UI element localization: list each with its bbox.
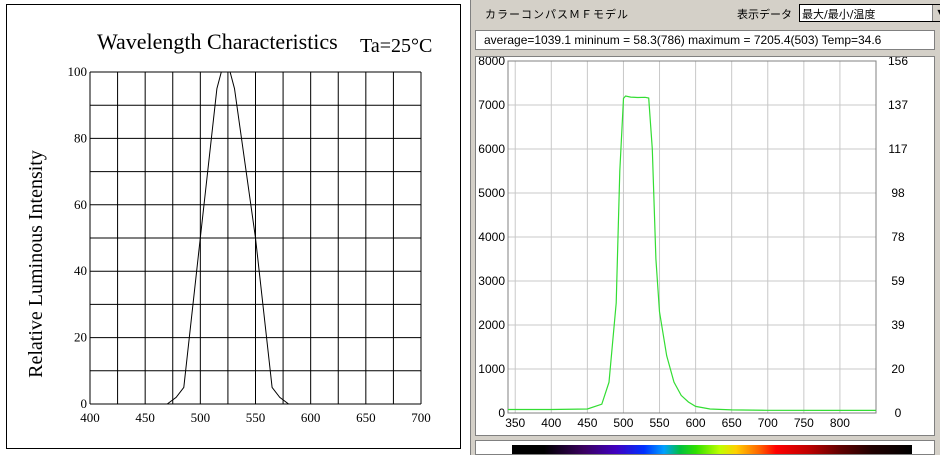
y-tick-label: 0 <box>498 406 505 420</box>
y2-tick-label: 117 <box>888 142 907 156</box>
left-grid <box>89 71 422 405</box>
model-label: カラーコンパスＭＦモデル <box>485 8 629 21</box>
y-tick-label: 6000 <box>478 142 505 156</box>
plot-border <box>507 60 877 414</box>
right-chart-svg: 350 400 450 500 550 600 650 700 750 8000100020003… <box>478 57 908 430</box>
display-data-label: 表示データ <box>737 8 792 21</box>
chart-title: Wavelength Characteristics <box>97 29 338 54</box>
y2-tick-label: 0 <box>895 406 902 420</box>
series-line <box>508 95 876 411</box>
x-tick-label: 800 <box>830 416 850 430</box>
x-tick-label: 750 <box>794 416 814 430</box>
series-line <box>166 71 289 405</box>
spectrum-gradient <box>512 445 912 454</box>
spectrum-color-strip <box>475 440 935 455</box>
y2-tick-label: 59 <box>891 274 905 288</box>
y-tick-label: 5000 <box>478 186 505 200</box>
spectrometer-window: カラーコンパスＭＦモデル 表示データ 最大/最小/温度 ▼ average=10… <box>470 0 940 455</box>
x-tick-label: 400 <box>80 410 100 425</box>
y-tick-label: 3000 <box>478 274 505 288</box>
y-tick-label: 8000 <box>478 57 505 68</box>
x-tick-label: 500 <box>613 416 633 430</box>
y2-tick-label: 98 <box>891 186 905 200</box>
y-tick-label: 40 <box>74 263 87 278</box>
x-tick-label: 600 <box>686 416 706 430</box>
right-grid <box>507 60 877 414</box>
right-series <box>508 95 876 411</box>
y2-tick-label: 78 <box>891 230 905 244</box>
toolbar: カラーコンパスＭＦモデル 表示データ 最大/最小/温度 ▼ <box>471 0 940 26</box>
x-tick-label: 500 <box>191 410 211 425</box>
x-tick-label: 650 <box>722 416 742 430</box>
left-datasheet-chart: Wavelength Characteristics Ta=25°C Relat… <box>6 4 461 449</box>
x-tick-label: 450 <box>135 410 155 425</box>
y2-tick-label: 137 <box>888 98 908 112</box>
x-tick-label: 550 <box>246 410 266 425</box>
y2-tick-label: 20 <box>891 362 905 376</box>
left-series <box>166 71 289 405</box>
display-select-value: 最大/最小/温度 <box>802 8 876 21</box>
y-tick-label: 2000 <box>478 318 505 332</box>
left-chart-frame <box>6 4 461 449</box>
x-tick-label: 700 <box>411 410 431 425</box>
y2-tick-label: 156 <box>888 57 908 68</box>
x-tick-label: 600 <box>301 410 321 425</box>
y-tick-label: 60 <box>74 197 87 212</box>
x-tick-label: 350 <box>505 416 525 430</box>
stats-readout: average=1039.1 mininum = 58.3(786) maxim… <box>475 30 935 50</box>
chevron-down-icon[interactable]: ▼ <box>932 5 940 21</box>
y-tick-label: 4000 <box>478 230 505 244</box>
x-tick-label: 450 <box>577 416 597 430</box>
x-tick-label: 700 <box>758 416 778 430</box>
y-tick-label: 100 <box>68 64 88 79</box>
x-tick-label: 550 <box>650 416 670 430</box>
y-tick-label: 20 <box>74 330 87 345</box>
y-tick-label: 7000 <box>478 98 505 112</box>
left-tick-labels: 400 450 500 550 600 650 700 0 20 40 60 80 100 <box>68 64 431 425</box>
chart-condition-label: Ta=25°C <box>360 35 432 57</box>
y-tick-label: 0 <box>81 396 88 411</box>
left-chart-svg: Wavelength Characteristics Ta=25°C Relat… <box>25 29 432 425</box>
y-tick-label: 1000 <box>478 362 505 376</box>
display-data-select[interactable]: 最大/最小/温度 ▼ <box>799 4 940 22</box>
y2-tick-label: 39 <box>891 318 905 332</box>
right-tick-labels: 350 400 450 500 550 600 650 700 750 8000100020003… <box>478 57 908 430</box>
y-tick-label: 80 <box>74 130 87 145</box>
x-tick-label: 400 <box>541 416 561 430</box>
spectrum-plot: 350 400 450 500 550 600 650 700 750 800 0 1000 2000 3… <box>475 56 935 436</box>
y-axis-label: Relative Luminous Intensity <box>25 150 47 378</box>
x-tick-label: 650 <box>356 410 376 425</box>
